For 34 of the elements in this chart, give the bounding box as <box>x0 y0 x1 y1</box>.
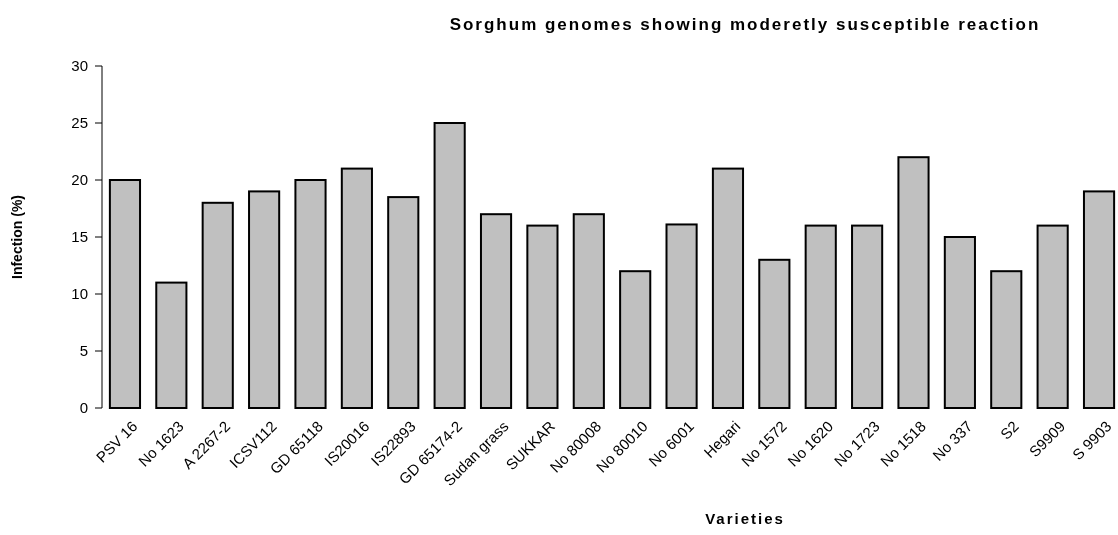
y-tick-label: 5 <box>79 342 88 360</box>
bar <box>201 201 234 409</box>
bar <box>619 270 652 409</box>
bar <box>572 213 605 409</box>
bar <box>851 224 884 409</box>
chart-title: Sorghum genomes showing moderetly susceptible reaction <box>449 15 1041 34</box>
bar <box>294 179 327 409</box>
bar <box>665 223 698 409</box>
bar <box>1082 190 1116 409</box>
y-tick-label: 15 <box>71 228 88 246</box>
y-tick-label: 30 <box>71 57 88 75</box>
x-tick-label: S2 <box>996 417 1022 443</box>
x-tick-label: No 337 <box>929 417 976 464</box>
bar <box>711 167 745 409</box>
y-tick-label: 0 <box>79 399 88 417</box>
y-tick-label: 25 <box>71 114 88 132</box>
y-tick-label: 20 <box>71 171 88 189</box>
bar <box>108 179 142 409</box>
bar <box>248 190 281 409</box>
bar <box>479 213 513 409</box>
bar <box>1036 224 1069 409</box>
bar <box>387 196 420 409</box>
bar <box>943 236 976 409</box>
x-axis-title: Varieties <box>705 510 785 527</box>
y-axis-title: Infection (%) <box>9 195 25 279</box>
bar <box>804 224 837 409</box>
bar <box>340 167 373 409</box>
bar <box>526 224 559 409</box>
bar <box>990 270 1023 409</box>
bar <box>155 281 188 409</box>
bar <box>433 122 466 409</box>
bar <box>758 258 791 409</box>
bar <box>897 156 930 409</box>
y-tick-label: 10 <box>71 285 88 303</box>
